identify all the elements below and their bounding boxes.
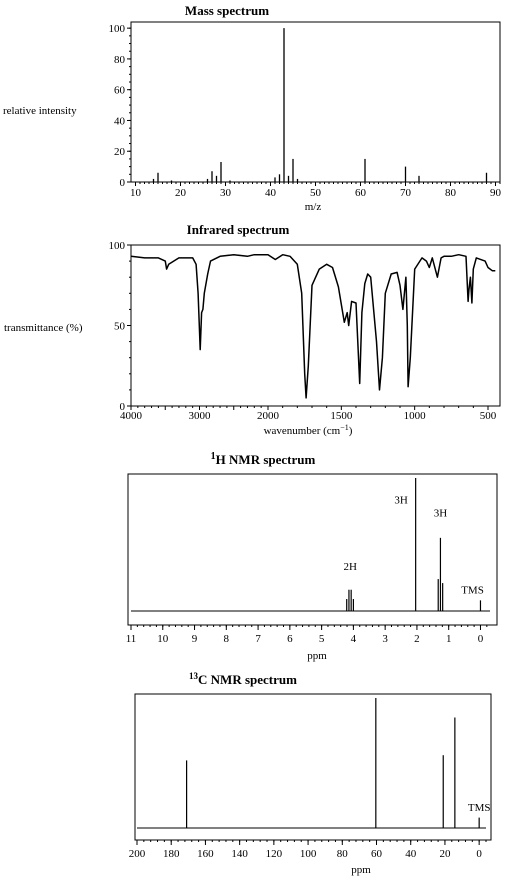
- ms-xtick-label: 60: [355, 187, 367, 199]
- ms-xtick-label: 20: [175, 187, 187, 199]
- ms-xtick-label: 90: [490, 187, 502, 199]
- ms-xtick-label: 10: [130, 187, 142, 199]
- ms-ytick-label: 80: [114, 54, 126, 66]
- ms-xtick-label: 50: [310, 187, 322, 199]
- mass-spectrum-xlabel: m/z: [305, 201, 322, 213]
- mass-spectrum-ylabel: relative intensity: [3, 105, 77, 117]
- ms-ytick-label: 40: [114, 115, 126, 127]
- ms-xtick-label: 70: [400, 187, 412, 199]
- mass-spectrum-title: Mass spectrum: [185, 3, 269, 18]
- ms-xtick-label: 40: [265, 187, 277, 199]
- ms-xtick-label: 80: [445, 187, 457, 199]
- ms-ytick-label: 100: [109, 23, 126, 35]
- ms-ytick-label: 20: [114, 146, 126, 158]
- mass-spectrum-frame: [130, 21, 501, 183]
- ms-ytick-label: 0: [120, 177, 126, 189]
- ms-ytick-label: 60: [114, 85, 126, 97]
- ms-xtick-label: 30: [220, 187, 232, 199]
